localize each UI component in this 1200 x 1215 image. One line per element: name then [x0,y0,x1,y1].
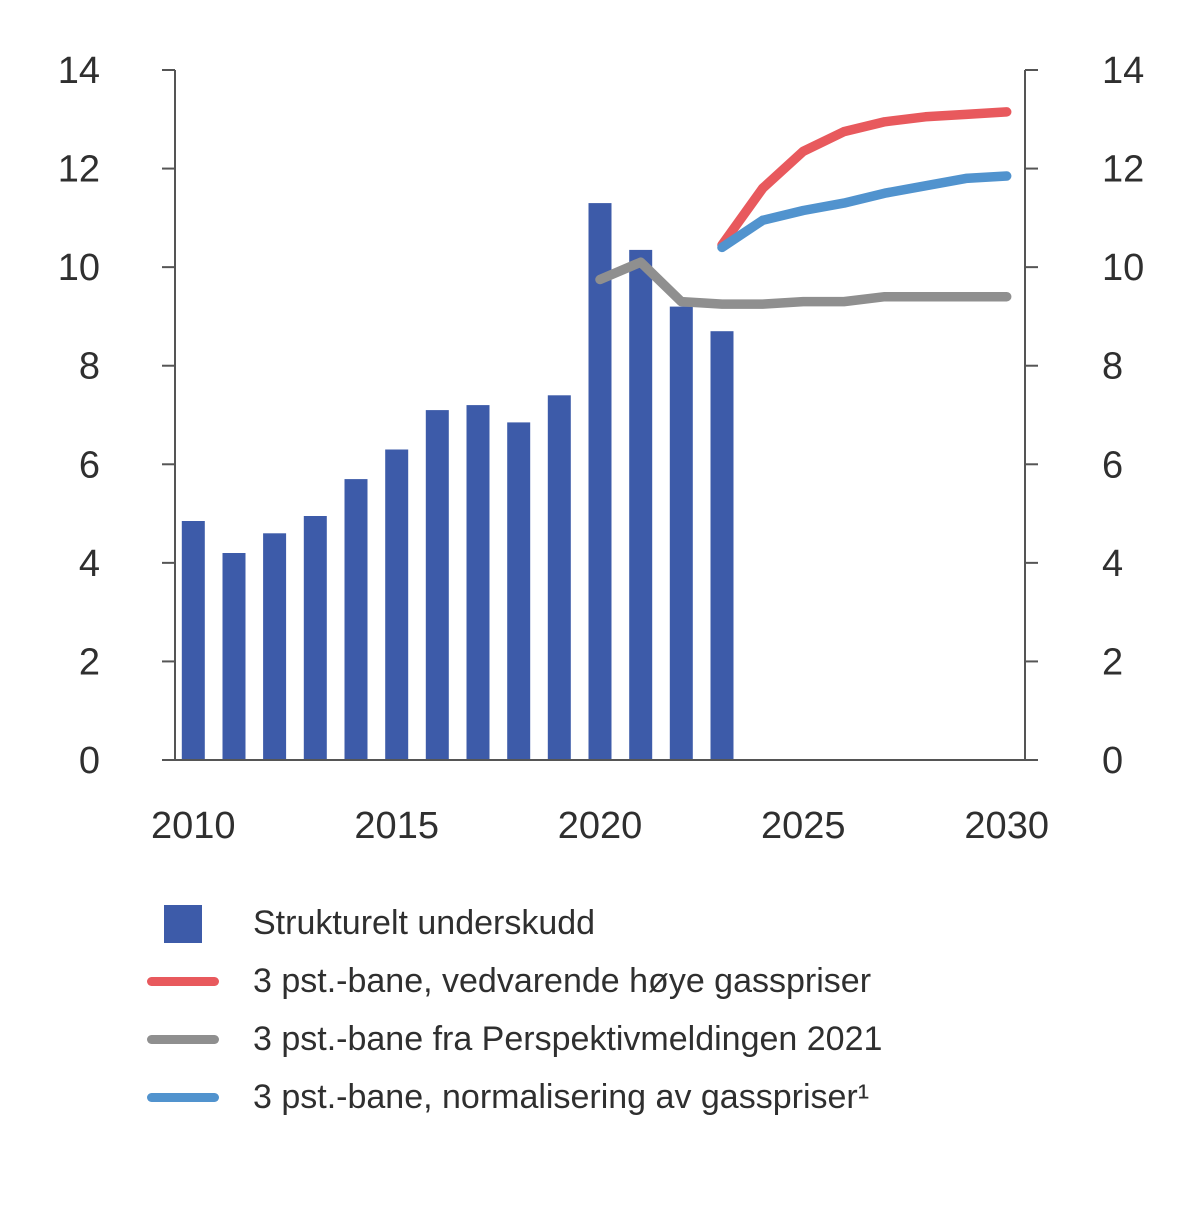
bar-2023 [710,331,734,760]
x-axis-label: 2010 [151,805,236,847]
x-axis-label: 2020 [558,805,643,847]
projection-line-2 [717,171,1012,253]
x-axis-label: 2015 [354,805,439,847]
legend-label: 3 pst.-bane fra Perspektivmeldingen 2021 [253,1020,883,1058]
bar-2012 [263,533,287,760]
legend-label: Strukturelt underskudd [253,904,596,942]
legend-label: 3 pst.-bane, vedvarende høye gasspriser [253,962,872,1000]
x-axis-label: 2025 [761,805,846,847]
chart-legend: Strukturelt underskudd 3 pst.-bane, vedv… [145,900,1200,1121]
red-line-swatch [147,977,219,986]
y-axis-label-left: 10 [58,247,100,289]
legend-swatch-box [145,1035,221,1044]
y-axis-label-right: 0 [1102,740,1123,782]
y-axis-label-left: 2 [79,641,100,683]
bar-2014 [344,479,368,760]
bar-2016 [425,410,449,760]
bar-2020 [588,203,612,761]
legend-swatch-box [145,1093,221,1102]
y-axis-label-right: 6 [1102,444,1123,486]
gray-line-swatch [147,1035,219,1044]
bar-2018 [507,422,531,760]
bar-2010 [181,521,205,760]
y-axis-label-left: 12 [58,149,100,191]
legend-item-perspektivmeldingen: 3 pst.-bane fra Perspektivmeldingen 2021 [145,1016,1200,1063]
y-axis-label-left: 8 [79,346,100,388]
bar-2017 [466,405,490,760]
x-axis-label: 2030 [964,805,1049,847]
bar-2013 [303,516,327,760]
bar-swatch [164,904,202,943]
y-axis-label-right: 10 [1102,247,1144,289]
projection-line-1 [595,257,1012,309]
bar-2022 [669,306,693,760]
bar-2021 [629,249,653,760]
y-axis-label-right: 14 [1102,50,1144,92]
bar-2015 [385,449,409,760]
y-axis-label-left: 4 [79,543,100,585]
y-axis-label-left: 14 [58,50,100,92]
legend-label: 3 pst.-bane, normalisering av gasspriser… [253,1078,870,1116]
legend-item-strukturelt-underskudd: Strukturelt underskudd [145,900,1200,947]
y-axis-label-right: 2 [1102,641,1123,683]
legend-item-normalisering-gasspriser: 3 pst.-bane, normalisering av gasspriser… [145,1074,1200,1121]
projection-line-0 [717,107,1012,250]
blue-line-swatch [147,1093,219,1102]
y-axis-label-right: 8 [1102,346,1123,388]
y-axis-label-right: 4 [1102,543,1123,585]
y-axis-label-left: 6 [79,444,100,486]
y-axis-label-left: 0 [79,740,100,782]
legend-item-hoye-gasspriser: 3 pst.-bane, vedvarende høye gasspriser [145,958,1200,1005]
legend-swatch-box [145,977,221,986]
legend-swatch-box [145,904,221,943]
y-axis-label-right: 12 [1102,149,1144,191]
chart-plot-area: 0 0 2 2 4 4 6 6 8 8 10 10 12 12 14 14 2010 2015 2020 2025 20… [58,50,1145,847]
bar-2019 [547,395,571,760]
bar-2011 [222,553,246,760]
